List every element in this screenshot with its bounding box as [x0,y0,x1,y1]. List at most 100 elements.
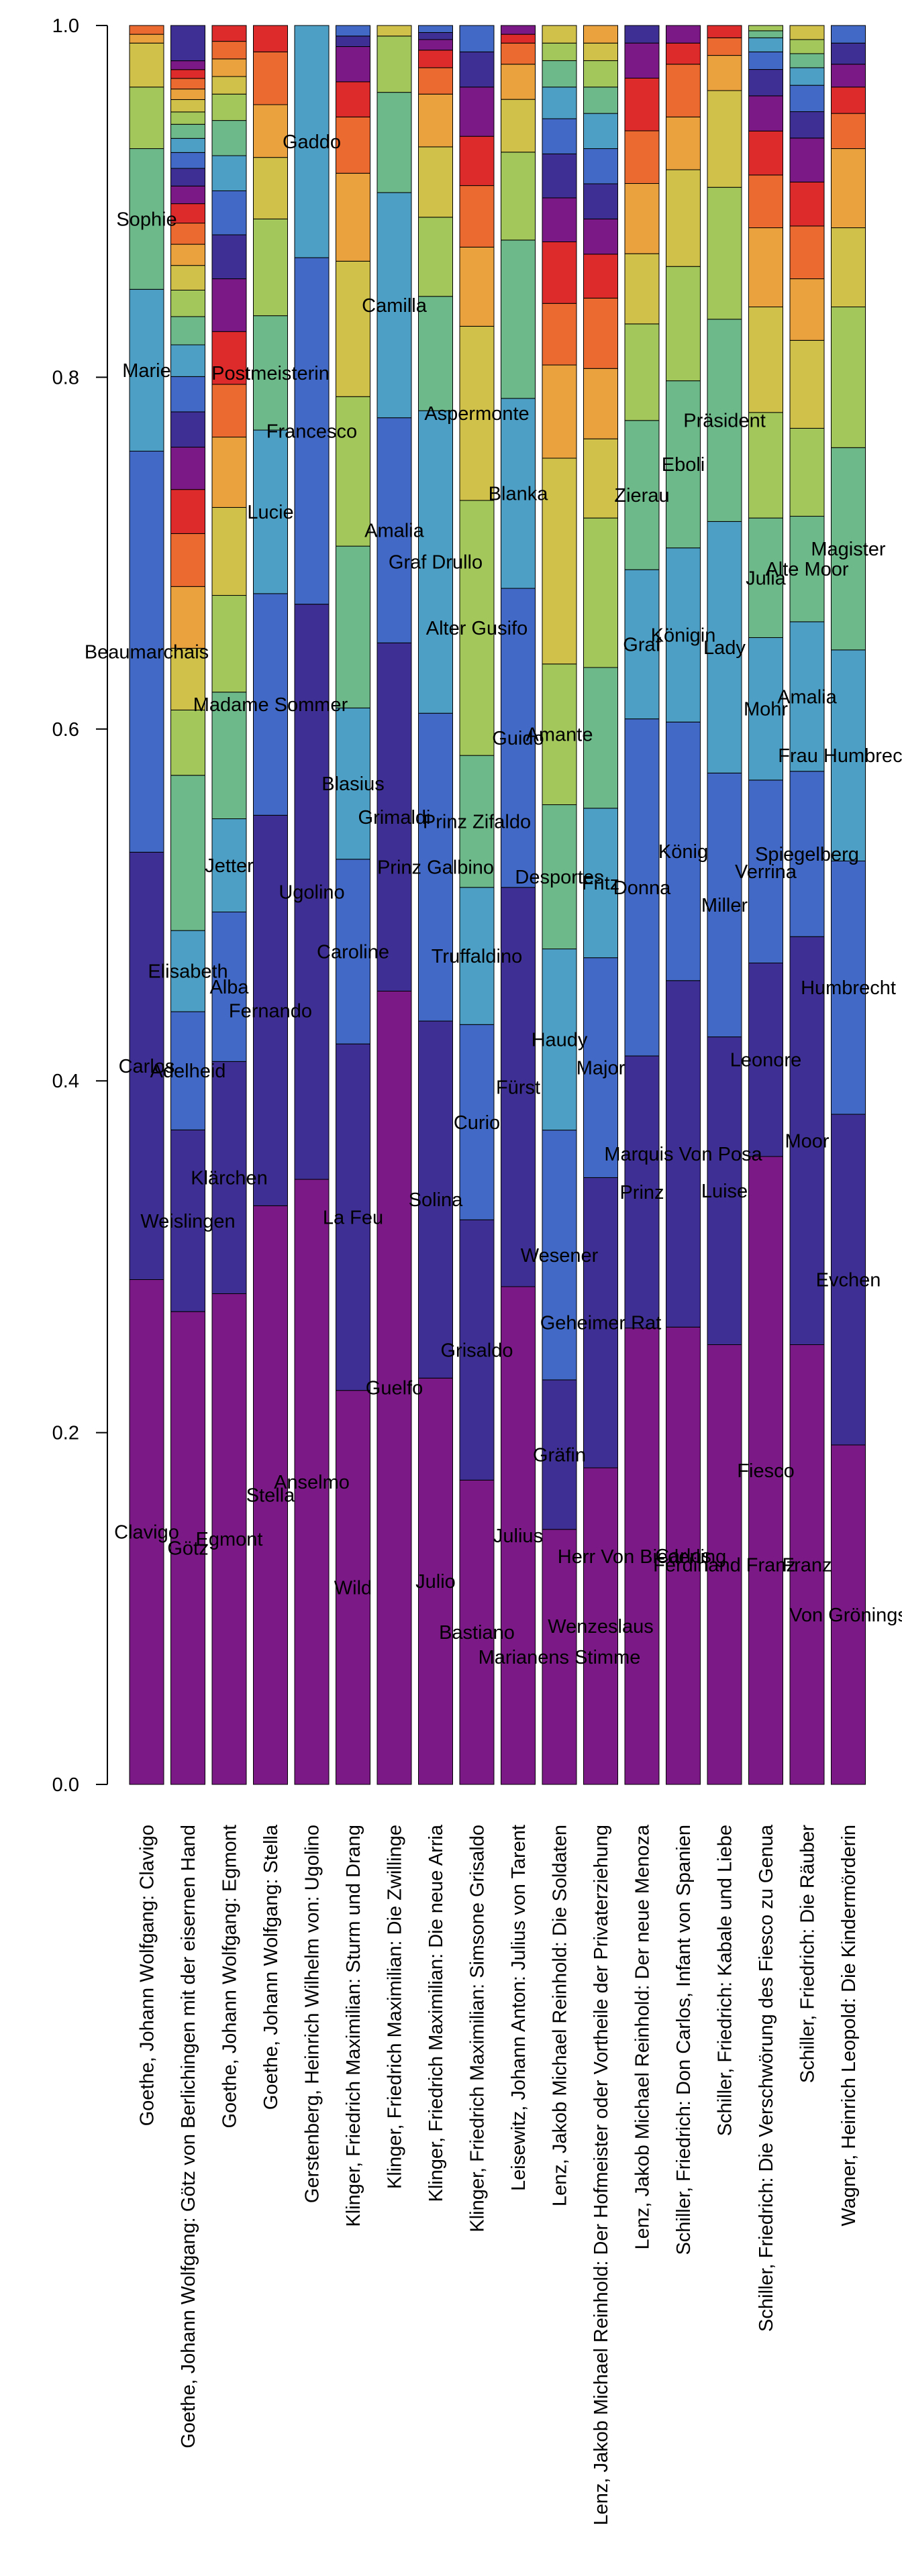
bar-segment [170,265,205,290]
bar-segment [170,111,205,125]
bar-segment [336,46,370,83]
y-tick-label: 0.2 [52,1423,79,1444]
bar-segment [831,1444,866,1785]
segment-label: König [658,841,708,863]
bar-segment [583,297,618,369]
category-label: Goethe, Johann Wolfgang: Götz von Berlic… [178,1825,199,2449]
bar-segment [789,771,825,937]
segment-label: Alba [209,977,249,998]
bar-segment [336,707,370,860]
segment-label: La Feu [323,1207,383,1228]
bar-segment [583,1177,618,1468]
bar-segment [748,30,783,38]
bar-segment [831,113,866,150]
bar-segment [789,278,825,341]
bar-segment [170,1311,205,1785]
bar-segment [789,138,825,182]
bar-segment [583,368,618,439]
bar-segment [170,138,205,153]
bar-segment [542,364,577,459]
segment-label: Fürst [496,1077,540,1098]
bar-segment [418,25,453,33]
bar-segment [170,99,205,113]
bar-segment [583,87,618,114]
segment-label: Ferdinand Franz [653,1554,796,1576]
bar-segment [666,169,701,267]
bar-segment [748,25,783,32]
segment-label: Gräfin [533,1444,586,1466]
bar-segment [211,278,247,332]
bar-segment [707,521,742,773]
bar-segment [129,451,164,853]
bar-segment [211,76,247,95]
bar-segment [624,183,660,254]
bar-segment [377,990,412,1785]
bar-segment [170,60,205,70]
bar-segment [377,417,412,643]
segment-label: Gaddo [283,131,341,153]
bar-segment [170,123,205,139]
bar-segment [624,569,660,720]
segment-label: Amalia [364,521,425,542]
segment-label: Geheimer Rat [540,1313,662,1334]
category-label: Leisewitz, Johann Anton: Julius von Tare… [508,1825,530,2191]
segment-label: Fernando [229,1000,312,1022]
bar-segment [707,1036,742,1346]
bar-segment [459,1024,495,1220]
bar-segment [170,152,205,169]
bar-segment [170,775,205,931]
bar-segment [170,533,205,587]
segment-label: Beaumarchais [85,641,209,663]
bar-segment [459,500,495,756]
bar-segment [253,1205,288,1785]
bar-segment [707,186,742,320]
bar-segment [707,37,742,56]
bar-segment [294,1179,330,1785]
bar-segment [542,60,577,88]
bar-segment [666,25,701,44]
bar-segment [624,78,660,131]
segment-label: Prinz [619,1182,664,1203]
bar-segment [459,185,495,248]
segment-label: Marianens Stimme [479,1647,641,1668]
category-label: Goethe, Johann Wolfgang: Egmont [219,1825,241,2129]
bar-segment [459,136,495,186]
segment-label: Klärchen [191,1167,267,1189]
segment-label: Zierau [614,485,669,506]
bar-segment [418,50,453,68]
bar-segment [707,55,742,91]
segment-label: Prinz Galbino [377,857,494,879]
bar-segment [253,814,288,1206]
category-labels: Goethe, Johann Wolfgang: Clavigo Goethe, … [137,1824,860,2525]
bar-segment [129,851,164,1280]
bar-segment [459,755,495,888]
segment-label: Wenzeslaus [548,1616,653,1638]
bar-segment [789,339,825,429]
bar-segment [418,1377,453,1785]
bar-segment [542,241,577,304]
bar-segment [170,289,205,317]
bar-segment [748,637,783,781]
bar-segment [542,1130,577,1381]
bar-segment [748,37,783,52]
category-label: Gerstenberg, Heinrich Wilhelm von: Ugoli… [302,1825,323,2203]
segment-label: Ugolino [279,881,344,903]
bar-segment [707,1344,742,1785]
bar-segment [707,90,742,188]
category-label: Schiller, Friedrich: Kabale und Liebe [715,1825,736,2136]
bar-segment [501,887,536,1287]
bar-segment [789,225,825,280]
bar-segment [624,25,660,44]
segment-label: Leonore [730,1050,801,1071]
segment-label: Graf [623,634,661,655]
bar-segment [253,593,288,816]
bar-segment [831,87,866,114]
bar-segment [583,25,618,44]
bar-segment [583,113,618,150]
bar-segment [748,69,783,97]
bar-segment [666,1326,701,1785]
bar-segment [170,930,205,1012]
bar-segment [129,25,164,35]
bar-segment [831,227,866,308]
